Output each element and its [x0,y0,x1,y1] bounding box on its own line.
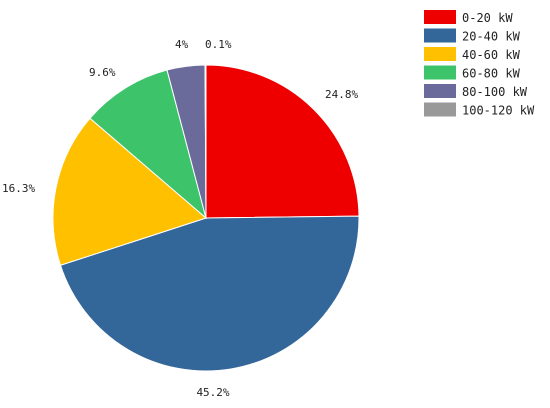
legend-label-2: 40-60 kW [462,48,521,62]
data-label-3: 9.6% [89,66,116,79]
data-label-1: 45.2% [196,386,229,399]
pie-data-labels: 24.8% 45.2% 16.3% 9.6% 4% 0.1% [2,38,358,399]
legend-swatch-1 [424,28,456,43]
data-label-5: 0.1% [205,38,232,51]
pie-slices [52,64,360,372]
legend-swatch-0 [424,10,456,24]
data-label-2: 16.3% [2,182,35,195]
legend: 0-20 kW 20-40 kW 40-60 kW 60-80 kW 80-100 kW… [424,10,535,118]
data-label-0: 24.8% [325,88,358,101]
legend-swatch-2 [424,47,456,61]
legend-swatch-3 [424,65,456,80]
pie-slice-5 [204,64,207,219]
legend-label-4: 80-100 kW [462,85,528,99]
data-label-4: 4% [175,38,189,51]
legend-label-3: 60-80 kW [462,67,521,81]
pie-slice-1 [59,215,360,372]
pie-slice-0 [205,64,360,219]
pie-slice-2 [52,117,208,266]
pie-slice-3 [89,69,207,220]
legend-label-5: 100-120 kW [462,104,535,118]
legend-swatch-5 [424,102,456,117]
legend-label-0: 0-20 kW [462,11,513,25]
legend-swatch-4 [424,84,456,98]
legend-label-1: 20-40 kW [462,30,521,44]
